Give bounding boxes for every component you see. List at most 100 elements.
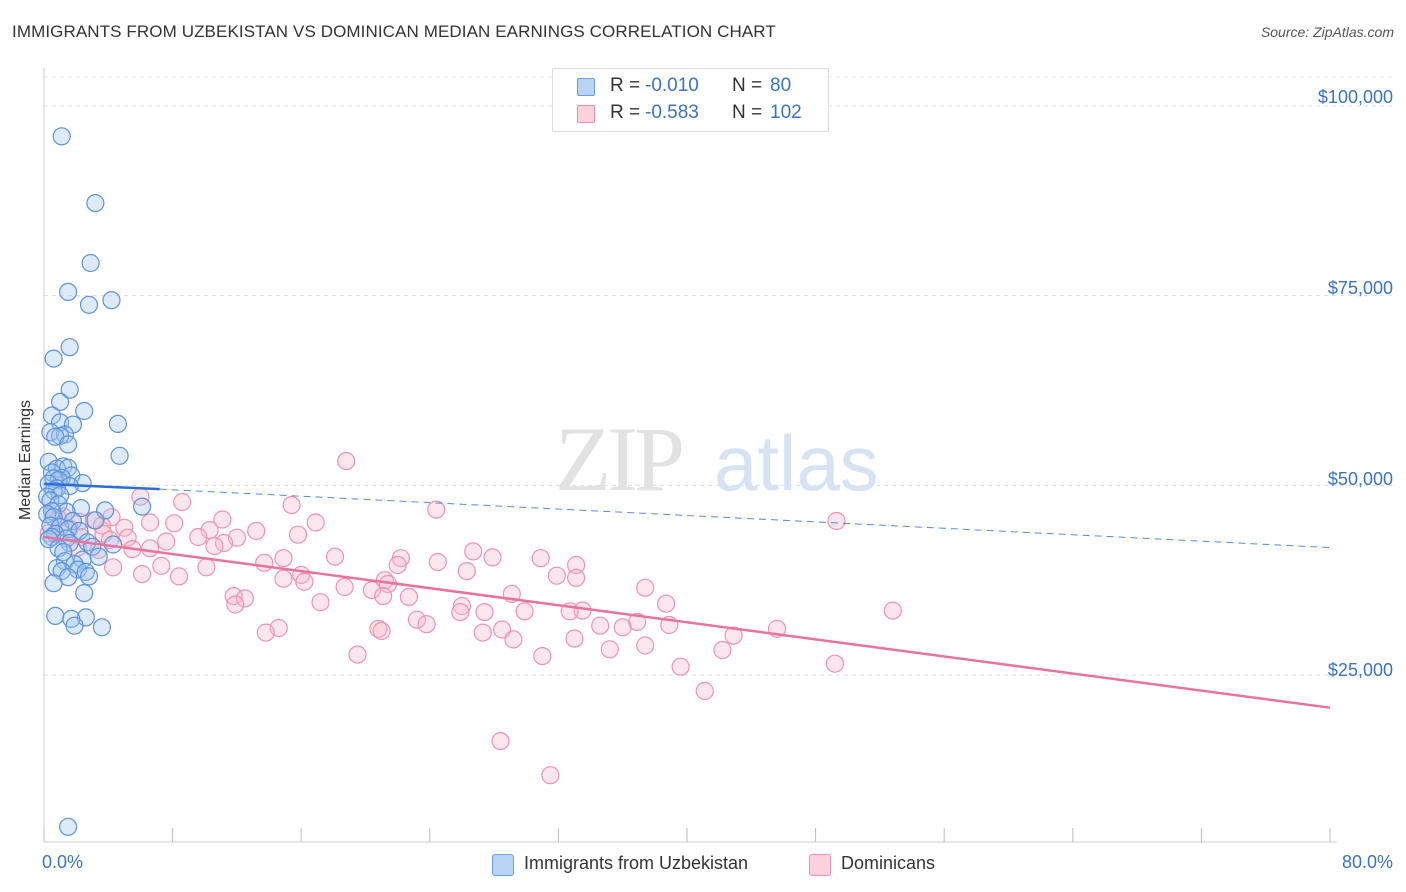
data-point [108, 414, 128, 433]
legend-n-value: 102 [770, 102, 802, 123]
data-point [133, 564, 152, 584]
data-point [547, 566, 566, 585]
bottom-legend-label: Dominicans [841, 853, 936, 873]
data-point [81, 253, 100, 273]
data-point [491, 731, 510, 751]
legend-swatch-blue [577, 78, 595, 96]
watermark: ZIP atlas [555, 408, 879, 510]
data-point [457, 561, 476, 581]
y-tick-label-25000: $25,000 [1327, 660, 1393, 680]
data-point [46, 606, 65, 626]
legend-n-value: 80 [770, 75, 792, 96]
data-point [173, 492, 192, 512]
grid-lines [44, 76, 1392, 676]
data-point [473, 623, 492, 642]
data-point [86, 194, 105, 213]
data-point [133, 497, 152, 516]
data-point [152, 556, 171, 575]
data-point [306, 513, 325, 532]
data-point [825, 654, 845, 673]
data-point [451, 602, 470, 622]
legend-n-label: N = [732, 75, 763, 96]
data-point [713, 640, 732, 660]
data-point [79, 295, 99, 314]
legend-r-label: R = [610, 102, 641, 123]
watermark-atlas: atlas [714, 419, 879, 507]
data-point [60, 338, 79, 357]
data-point [613, 618, 632, 637]
series-uzbekistan-points [38, 127, 152, 836]
data-point [110, 446, 129, 465]
axes [43, 68, 1337, 843]
data-point [50, 392, 70, 411]
x-tick-label-max: 80.0% [1341, 852, 1393, 872]
data-point [656, 594, 676, 613]
data-point [75, 401, 94, 421]
data-point [388, 555, 407, 575]
y-tick-label-50000: $50,000 [1327, 469, 1393, 489]
data-point [311, 593, 330, 612]
data-point [565, 629, 584, 648]
data-point [165, 514, 184, 533]
chart-title: IMMIGRANTS FROM UZBEKISTAN VS DOMINICAN … [12, 22, 776, 41]
data-point [60, 380, 79, 399]
bottom-legend-swatch-pink [809, 854, 831, 876]
data-point [42, 502, 62, 521]
data-point [515, 602, 534, 621]
data-point [504, 630, 523, 649]
data-point [374, 586, 393, 606]
data-point [235, 589, 254, 608]
data-point [79, 567, 99, 586]
x-tick-label-min: 0.0% [42, 852, 84, 872]
data-point [44, 349, 63, 368]
data-point [452, 596, 471, 616]
data-point [417, 615, 436, 634]
data-point [636, 636, 655, 655]
data-point [247, 521, 266, 541]
data-point [337, 452, 356, 471]
data-point [54, 542, 73, 562]
data-point [533, 646, 552, 666]
data-point [95, 501, 115, 520]
data-point [483, 548, 502, 567]
data-point [189, 527, 208, 547]
data-point [89, 547, 108, 566]
data-point [348, 645, 367, 664]
data-point [883, 601, 902, 620]
data-point [695, 681, 714, 701]
data-point [71, 499, 91, 518]
correlation-legend: R = -0.010 N = 80 R = -0.583 N = 102 [552, 68, 829, 132]
data-point [197, 558, 216, 577]
data-point [213, 510, 232, 529]
data-point [325, 547, 345, 566]
data-point [531, 549, 550, 568]
data-point [372, 621, 391, 641]
trend-line-dominicans [43, 535, 1331, 709]
data-point [86, 511, 105, 530]
trend-lines [43, 482, 1331, 709]
trend-line-uzbekistan-solid [43, 482, 160, 491]
data-point [255, 553, 274, 572]
data-point [566, 555, 586, 575]
data-point [427, 500, 446, 519]
data-point [335, 577, 354, 597]
legend-n-label: N = [732, 102, 763, 123]
data-point [636, 578, 655, 597]
data-point [274, 569, 293, 588]
data-point [566, 568, 586, 588]
data-point [226, 595, 245, 614]
data-point [274, 549, 293, 568]
legend-r-label: R = [610, 75, 641, 96]
data-point [282, 496, 301, 515]
data-point [475, 602, 494, 622]
data-point [115, 518, 134, 537]
chart-source: Source: ZipAtlas.com [1260, 24, 1394, 40]
data-point [295, 572, 314, 591]
y-tick-label-100000: $100,000 [1317, 87, 1393, 107]
data-point [464, 542, 483, 561]
data-point [157, 532, 176, 551]
data-point [399, 587, 418, 607]
data-point [428, 552, 447, 572]
y-axis-label: Median Earnings [17, 399, 34, 521]
